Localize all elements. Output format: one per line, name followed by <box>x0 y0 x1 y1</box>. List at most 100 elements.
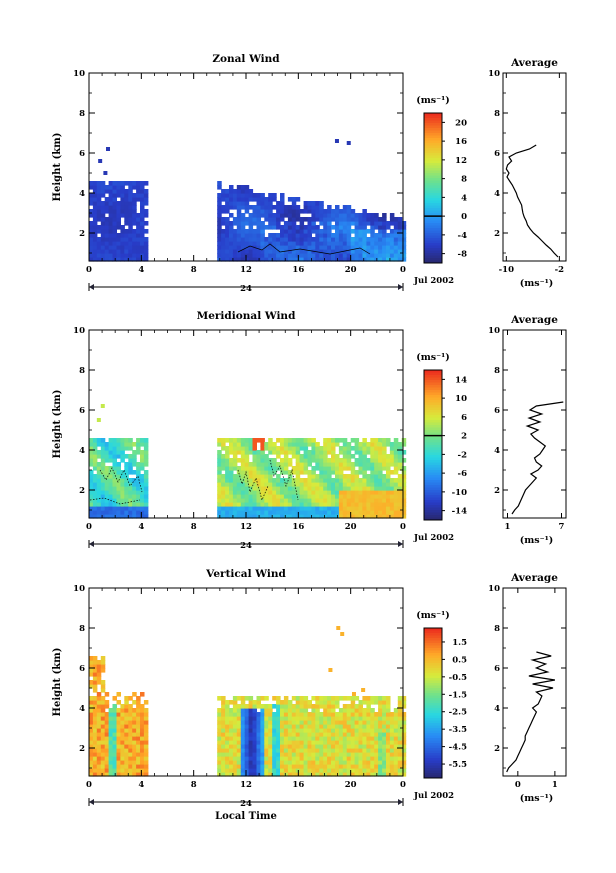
heatmap-cell <box>283 756 289 761</box>
heatmap-cell <box>89 462 94 467</box>
heatmap-cell <box>232 474 238 479</box>
heatmap-cell <box>221 506 226 511</box>
heatmap-cell <box>256 470 261 475</box>
heatmap-cell <box>283 478 289 483</box>
heatmap-cell <box>389 450 395 455</box>
heatmap-cell <box>386 494 391 499</box>
heatmap-cell <box>252 217 257 222</box>
heatmap-cell <box>311 712 316 717</box>
heatmap-cell <box>323 466 328 471</box>
heatmap-cell <box>323 454 328 459</box>
heatmap-cell <box>327 486 332 491</box>
heatmap-cell <box>248 752 254 757</box>
heatmap-cell <box>315 466 320 471</box>
heatmap-cell <box>236 458 242 463</box>
heatmap-cell <box>362 732 367 737</box>
heatmap-cell <box>382 257 387 262</box>
heatmap-cell <box>268 462 273 467</box>
heatmap-cell <box>366 474 371 479</box>
heatmap-cell <box>335 510 340 515</box>
heatmap-cell <box>283 209 289 214</box>
heatmap-cell <box>303 257 309 262</box>
heatmap-cell <box>280 229 285 234</box>
heatmap-cell <box>92 486 98 491</box>
colorbar-swatch <box>424 412 442 416</box>
heatmap-cell <box>140 442 145 447</box>
colorbar-swatch <box>424 670 442 674</box>
heatmap-cell <box>268 740 273 745</box>
heatmap-cell <box>370 221 375 226</box>
heatmap-cell <box>331 237 336 242</box>
heatmap-cell <box>374 764 379 769</box>
heatmap-cell <box>240 249 246 254</box>
heatmap-cell <box>338 760 344 765</box>
heatmap-cell <box>104 692 110 697</box>
heatmap-cell <box>143 253 149 258</box>
heatmap-cell <box>303 442 309 447</box>
heatmap-cell <box>280 704 285 709</box>
heatmap-cell <box>236 764 242 769</box>
heatmap-cell <box>124 704 129 709</box>
x-tick-label: 12 <box>240 522 252 532</box>
heatmap-cell <box>354 470 360 475</box>
heatmap-cell <box>92 764 98 769</box>
heatmap-cell <box>244 257 250 262</box>
heatmap-cell <box>350 474 356 479</box>
heatmap-cell <box>92 772 98 777</box>
heatmap-cell <box>283 486 289 491</box>
heatmap-cell <box>386 756 391 761</box>
heatmap-cell <box>393 502 399 507</box>
heatmap-cell <box>335 470 340 475</box>
heatmap-cell <box>92 724 98 729</box>
heatmap-cell <box>244 514 250 519</box>
heatmap-cell <box>124 764 129 769</box>
heatmap-cell <box>362 446 367 451</box>
heatmap-cell <box>89 748 94 753</box>
heatmap-cell <box>89 458 94 463</box>
heatmap-cell <box>307 732 312 737</box>
heatmap-cell <box>307 490 312 495</box>
heatmap-cell <box>335 764 340 769</box>
heatmap-cell <box>240 708 246 713</box>
heatmap-cell <box>382 458 387 463</box>
heatmap-cell <box>128 470 133 475</box>
heatmap-cell <box>319 249 324 254</box>
colorbar-swatch <box>424 628 442 631</box>
heatmap-cell <box>401 221 407 226</box>
heatmap-cell <box>295 720 301 725</box>
heatmap-cell <box>96 752 102 757</box>
y-tick-label: 10 <box>73 584 85 594</box>
heatmap-cell <box>229 474 234 479</box>
heatmap-cell <box>331 748 336 753</box>
colorbar-swatch <box>424 188 442 191</box>
heatmap-cell <box>342 450 348 455</box>
heatmap-cell <box>299 486 305 491</box>
heatmap-cell <box>346 712 352 717</box>
heatmap-cell <box>221 728 226 733</box>
heatmap-cell <box>338 237 344 242</box>
heatmap-cell <box>386 490 391 495</box>
heatmap-cell <box>140 454 145 459</box>
heatmap-cell <box>378 494 383 499</box>
heatmap-cell <box>280 744 285 749</box>
heatmap-cell <box>229 772 234 777</box>
heatmap-cell <box>112 772 117 777</box>
heatmap-cell <box>124 482 129 487</box>
heatmap-cell <box>307 716 312 721</box>
heatmap-cell <box>366 728 371 733</box>
colorbar-swatch <box>424 377 442 381</box>
heatmap-cell <box>382 756 387 761</box>
heatmap-cell <box>276 221 281 226</box>
heatmap-cell <box>128 438 133 443</box>
heatmap-cell <box>319 486 324 491</box>
heatmap-cell <box>104 249 110 254</box>
heatmap-cell <box>244 193 250 198</box>
heatmap-cell <box>217 454 222 459</box>
heatmap-cell <box>252 229 257 234</box>
heatmap-cell <box>382 237 387 242</box>
heatmap-cell <box>104 209 110 214</box>
heatmap-cell <box>264 225 269 230</box>
heatmap-cell <box>132 233 137 238</box>
heatmap-cell <box>370 724 375 729</box>
heatmap-cell <box>112 466 117 471</box>
